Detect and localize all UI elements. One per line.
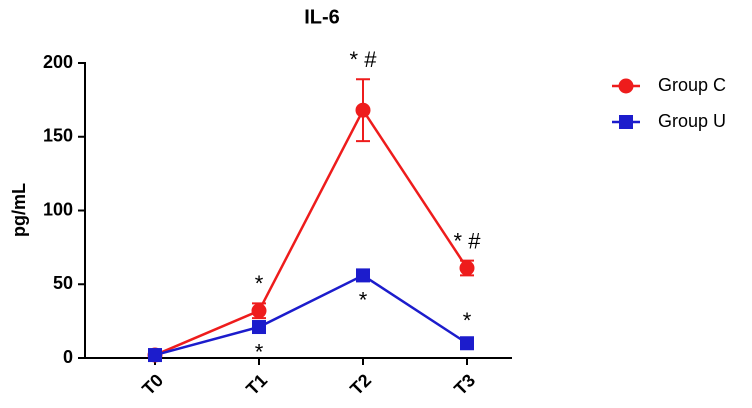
annotation: * [255, 271, 264, 296]
annotation: * # [454, 228, 482, 253]
x-tick-label: T0 [138, 370, 167, 399]
series-line [154, 107, 469, 357]
y-axis-label: pg/mL [9, 183, 29, 237]
x-tick-label: T3 [450, 370, 479, 399]
x-tick-label: T2 [346, 370, 375, 399]
marker [148, 348, 162, 363]
annotation: * [463, 308, 472, 333]
series-line [154, 273, 468, 357]
marker [252, 320, 266, 335]
x-tick-label: T1 [242, 370, 271, 399]
marker [355, 102, 371, 118]
legend-label: Group U [658, 111, 726, 131]
marker [251, 303, 267, 319]
legend-marker [619, 115, 633, 129]
y-tick-label: 100 [43, 199, 73, 219]
y-tick-label: 50 [53, 273, 73, 293]
annotation: * # [350, 47, 378, 72]
legend-marker [618, 78, 634, 94]
chart-title: IL-6 [304, 6, 340, 28]
legend-label: Group C [658, 75, 726, 95]
marker [459, 260, 475, 276]
y-tick-label: 150 [43, 126, 73, 146]
y-tick-label: 0 [63, 347, 73, 367]
marker [460, 336, 474, 351]
annotation: * [359, 288, 368, 313]
annotation: * [255, 339, 264, 364]
marker [356, 268, 370, 283]
y-tick-label: 200 [43, 52, 73, 72]
